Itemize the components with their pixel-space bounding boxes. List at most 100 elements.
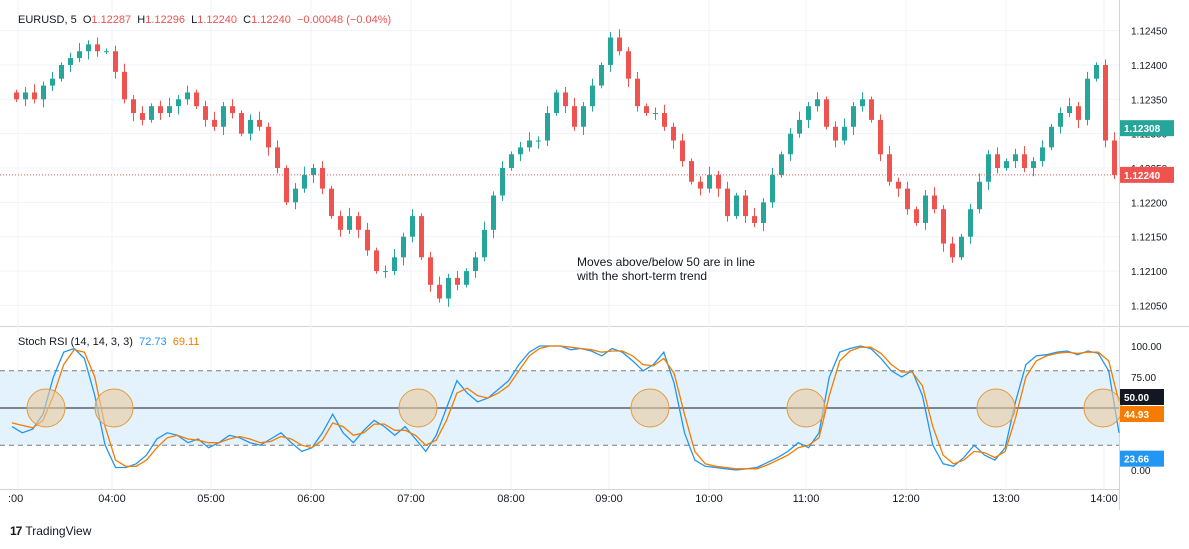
candle-body bbox=[662, 113, 667, 127]
brand-name: TradingView bbox=[25, 524, 92, 538]
price-tick-label: 1.12400 bbox=[1131, 61, 1168, 72]
crossing-highlight-circle bbox=[94, 388, 134, 428]
candle-body bbox=[770, 174, 775, 203]
level-50-label: 50.00 bbox=[1124, 393, 1149, 404]
crossing-highlight-circle bbox=[1083, 388, 1123, 428]
tradingview-mark-icon: 17 bbox=[10, 524, 22, 538]
candle-body bbox=[32, 92, 37, 100]
stoch-d-line bbox=[11, 345, 1120, 470]
time-tick-label: 13:00 bbox=[992, 493, 1020, 505]
candle-body bbox=[1013, 154, 1018, 162]
candle-body bbox=[581, 106, 586, 127]
candle-body bbox=[617, 37, 622, 52]
candle-body bbox=[122, 71, 127, 100]
candle-body bbox=[41, 85, 46, 100]
crossing-highlight-circle bbox=[630, 388, 670, 428]
k-current-label-bg bbox=[1120, 450, 1164, 467]
candle-body bbox=[761, 202, 766, 223]
candle-body bbox=[1031, 161, 1036, 168]
stoch-tick-label: 0.00 bbox=[1131, 466, 1151, 477]
candle-body bbox=[140, 113, 145, 120]
candle-body bbox=[950, 243, 955, 258]
symbol-name[interactable]: EURUSD bbox=[18, 14, 65, 26]
candle-body bbox=[752, 216, 757, 223]
interval-label[interactable]: 5 bbox=[70, 14, 77, 26]
candle-body bbox=[167, 106, 172, 114]
candle-body bbox=[23, 92, 28, 100]
candle-body bbox=[428, 257, 433, 285]
d-current-label: 44.93 bbox=[1124, 410, 1149, 421]
crossing-highlight-circle bbox=[786, 388, 826, 428]
candle-body bbox=[257, 119, 262, 127]
candle-body bbox=[59, 64, 64, 79]
candle-body bbox=[284, 168, 289, 203]
candle-body bbox=[536, 140, 541, 142]
candle-body bbox=[1076, 106, 1081, 120]
price-tick-label: 1.12150 bbox=[1131, 233, 1168, 244]
candle-body bbox=[14, 92, 19, 100]
time-tick-label: 06:00 bbox=[297, 493, 325, 505]
candle-body bbox=[653, 113, 658, 115]
stoch-tick-label: 100.00 bbox=[1131, 342, 1162, 353]
candle-body bbox=[977, 181, 982, 210]
candle-body bbox=[230, 106, 235, 114]
candle-body bbox=[941, 209, 946, 244]
candle-body bbox=[311, 168, 316, 175]
time-tick-label: 05:00 bbox=[197, 493, 225, 505]
candle-body bbox=[455, 277, 460, 285]
candle-body bbox=[374, 250, 379, 272]
candle-body bbox=[392, 257, 397, 272]
price-tick-label: 1.12100 bbox=[1131, 267, 1168, 278]
candle-body bbox=[131, 99, 136, 114]
time-tick-label: 09:00 bbox=[595, 493, 623, 505]
candle-body bbox=[473, 257, 478, 272]
candle-body bbox=[959, 236, 964, 258]
tradingview-logo[interactable]: 17 TradingView bbox=[10, 524, 91, 538]
candle-body bbox=[1067, 106, 1072, 114]
indicator-label[interactable]: Stoch RSI (14, 14, 3, 3) bbox=[18, 336, 133, 348]
candle-body bbox=[716, 174, 721, 189]
current-price-badge bbox=[1120, 166, 1174, 183]
time-tick-label: 12:00 bbox=[892, 493, 920, 505]
d-value: 69.11 bbox=[172, 336, 200, 348]
candle-body bbox=[869, 99, 874, 120]
last-price-badge bbox=[1120, 120, 1174, 137]
candle-body bbox=[680, 140, 685, 162]
crossing-highlight-circle bbox=[976, 388, 1016, 428]
candle-body bbox=[833, 126, 838, 141]
candle-body bbox=[968, 209, 973, 237]
close-value: 1.12240 bbox=[251, 14, 291, 26]
candle-body bbox=[1058, 113, 1063, 127]
candle-body bbox=[554, 92, 559, 114]
candle-body bbox=[320, 168, 325, 189]
candle-body bbox=[491, 195, 496, 230]
candle-body bbox=[1022, 154, 1027, 168]
candle-body bbox=[176, 99, 181, 107]
candle-body bbox=[383, 271, 388, 273]
time-axis: :00 04:00 05:00 06:00 07:00 08:00 09:00 10:00 11… bbox=[8, 493, 1118, 505]
candle-body bbox=[896, 181, 901, 189]
candle-body bbox=[824, 99, 829, 127]
candle-body bbox=[104, 51, 109, 53]
symbol-header: EURUSD, 5 O1.12287 H1.12296 L1.12240 C1.… bbox=[18, 14, 392, 26]
candle-body bbox=[509, 154, 514, 168]
crossing-highlight-circle bbox=[398, 388, 438, 428]
candle-body bbox=[347, 216, 352, 230]
time-tick-label: 14:00 bbox=[1090, 493, 1118, 505]
candle-body bbox=[302, 174, 307, 189]
price-tick-label: 1.12200 bbox=[1131, 198, 1168, 209]
candle-body bbox=[923, 195, 928, 223]
candle-body bbox=[68, 58, 73, 65]
candle-body bbox=[464, 271, 469, 285]
candle-body bbox=[527, 140, 532, 148]
stoch-tick-label: 75.00 bbox=[1131, 373, 1156, 384]
candle-body bbox=[725, 188, 730, 217]
candle-body bbox=[599, 64, 604, 86]
time-tick-label: 10:00 bbox=[695, 493, 723, 505]
candle-body bbox=[779, 154, 784, 175]
candle-body bbox=[932, 195, 937, 210]
candle-body bbox=[563, 92, 568, 107]
candle-body bbox=[806, 106, 811, 120]
candle-body bbox=[113, 51, 118, 72]
